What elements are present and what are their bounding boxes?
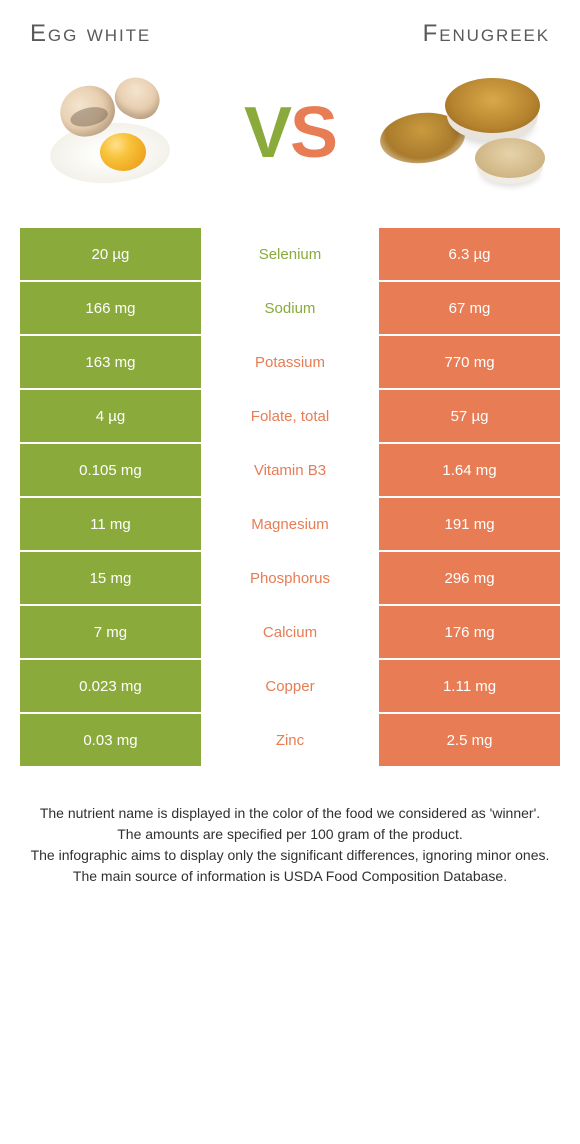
value-left: 15 mg [20,552,201,604]
table-row: 0.023 mgCopper1.11 mg [20,660,560,712]
value-right: 191 mg [379,498,560,550]
fenugreek-icon [380,68,550,198]
value-right: 67 mg [379,282,560,334]
footer-line-4: The main source of information is USDA F… [30,866,550,887]
table-row: 4 µgFolate, total57 µg [20,390,560,442]
nutrient-label: Copper [201,660,379,712]
value-right: 2.5 mg [379,714,560,766]
vs-letter-s: S [290,92,336,174]
title-left: Egg white [30,20,151,48]
table-row: 0.03 mgZinc2.5 mg [20,714,560,766]
table-row: 166 mgSodium67 mg [20,282,560,334]
value-left: 166 mg [20,282,201,334]
footer-notes: The nutrient name is displayed in the co… [20,768,560,887]
nutrient-label: Phosphorus [201,552,379,604]
nutrient-label: Zinc [201,714,379,766]
footer-line-1: The nutrient name is displayed in the co… [30,803,550,824]
vs-label: V S [244,92,336,174]
footer-line-3: The infographic aims to display only the… [30,845,550,866]
nutrient-label: Vitamin B3 [201,444,379,496]
value-left: 0.023 mg [20,660,201,712]
value-right: 770 mg [379,336,560,388]
value-left: 4 µg [20,390,201,442]
value-left: 0.105 mg [20,444,201,496]
nutrient-label: Magnesium [201,498,379,550]
table-row: 20 µgSelenium6.3 µg [20,228,560,280]
nutrient-label: Potassium [201,336,379,388]
comparison-infographic: Egg white Fenugreek V S 20 µgSelenium6.3… [0,0,580,917]
value-left: 0.03 mg [20,714,201,766]
vs-letter-v: V [244,92,290,174]
nutrient-label: Folate, total [201,390,379,442]
hero-row: V S [20,58,560,228]
value-right: 57 µg [379,390,560,442]
table-row: 0.105 mgVitamin B31.64 mg [20,444,560,496]
footer-line-2: The amounts are specified per 100 gram o… [30,824,550,845]
egg-white-icon [30,68,200,198]
table-row: 15 mgPhosphorus296 mg [20,552,560,604]
nutrient-label: Selenium [201,228,379,280]
value-right: 6.3 µg [379,228,560,280]
title-right: Fenugreek [423,20,550,48]
table-row: 11 mgMagnesium191 mg [20,498,560,550]
table-row: 7 mgCalcium176 mg [20,606,560,658]
value-right: 296 mg [379,552,560,604]
nutrient-label: Calcium [201,606,379,658]
nutrient-label: Sodium [201,282,379,334]
nutrient-table: 20 µgSelenium6.3 µg166 mgSodium67 mg163 … [20,228,560,766]
value-right: 176 mg [379,606,560,658]
value-right: 1.11 mg [379,660,560,712]
header-titles: Egg white Fenugreek [20,20,560,58]
value-right: 1.64 mg [379,444,560,496]
value-left: 11 mg [20,498,201,550]
value-left: 20 µg [20,228,201,280]
value-left: 7 mg [20,606,201,658]
value-left: 163 mg [20,336,201,388]
table-row: 163 mgPotassium770 mg [20,336,560,388]
